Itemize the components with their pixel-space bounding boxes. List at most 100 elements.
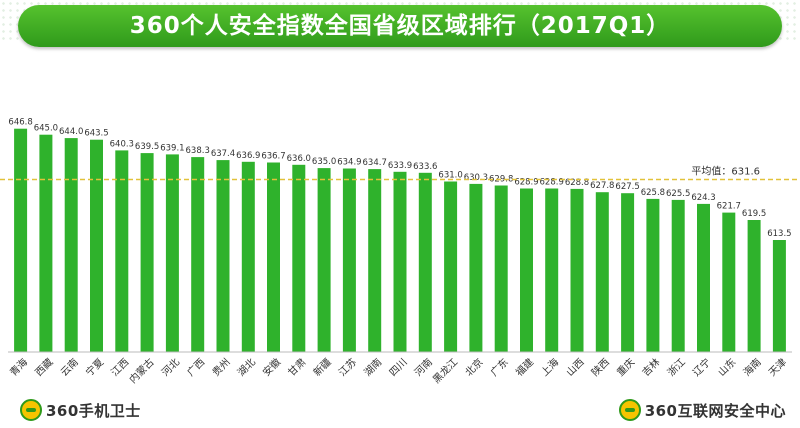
value-label-3: 644.0 [59, 127, 83, 137]
bar-10 [241, 161, 255, 352]
category-label-22: 上海 [538, 355, 561, 378]
footer-brand-security-center: 360互联网安全中心 [618, 396, 786, 424]
bar-24 [595, 192, 609, 352]
category-label-18: 黑龙江 [430, 355, 460, 385]
category-label-26: 吉林 [639, 355, 662, 378]
category-label-11: 安徽 [260, 355, 283, 378]
value-label-30: 619.5 [742, 209, 766, 219]
value-label-15: 634.7 [363, 158, 387, 168]
value-label-21: 628.9 [514, 178, 538, 188]
category-label-31: 天津 [766, 356, 789, 379]
bar-8 [191, 157, 205, 352]
category-label-24: 陕西 [589, 355, 612, 378]
value-label-13: 635.0 [312, 157, 336, 167]
bar-6 [140, 153, 154, 352]
value-label-18: 631.0 [438, 171, 462, 181]
security-center-logo-icon [618, 399, 641, 421]
bar-4 [90, 139, 103, 352]
category-label-9: 贵州 [209, 355, 232, 378]
value-label-22: 628.9 [540, 178, 564, 188]
value-label-8: 638.3 [186, 146, 210, 156]
category-label-6: 内蒙古 [126, 355, 156, 385]
category-label-10: 湖北 [235, 356, 258, 379]
value-label-28: 624.3 [691, 193, 715, 203]
category-label-17: 河南 [412, 355, 435, 378]
bar-7 [165, 154, 179, 352]
value-label-12: 636.0 [287, 154, 311, 164]
average-line-label: 平均值：631.6 [691, 165, 760, 178]
value-label-6: 639.5 [135, 142, 159, 152]
security-center-brand-text: 360互联网安全中心 [644, 401, 786, 420]
value-label-9: 637.4 [211, 149, 235, 159]
bar-27 [671, 199, 685, 352]
category-label-1: 青海 [7, 355, 30, 378]
bar-28 [697, 203, 710, 352]
category-label-8: 广西 [185, 356, 208, 379]
category-label-19: 北京 [462, 355, 485, 378]
bar-12 [292, 164, 306, 352]
value-label-25: 627.5 [615, 182, 639, 192]
bar-13 [317, 168, 331, 352]
value-label-26: 625.8 [641, 188, 665, 198]
value-label-11: 636.7 [261, 152, 285, 162]
value-label-2: 645.0 [34, 124, 58, 134]
category-label-7: 河北 [159, 356, 182, 379]
bar-15 [368, 169, 382, 352]
bar-31 [772, 240, 786, 352]
bar-14 [342, 168, 356, 352]
chart-title-banner: 360个人安全指数全国省级区域排行（2017Q1） [18, 5, 782, 47]
bar-11 [267, 162, 280, 352]
value-label-7: 639.1 [160, 143, 184, 153]
mobile-guard-logo-icon [20, 399, 42, 421]
value-label-10: 636.9 [236, 151, 260, 161]
bar-9 [216, 160, 230, 352]
bars-layer [14, 128, 786, 352]
value-label-20: 629.8 [489, 175, 513, 185]
value-label-1: 646.8 [8, 118, 32, 128]
bar-3 [64, 138, 78, 352]
bar-17 [418, 172, 432, 352]
category-label-28: 辽宁 [690, 355, 713, 378]
category-label-3: 云南 [58, 355, 81, 378]
value-label-24: 627.8 [590, 181, 614, 191]
bar-29 [722, 212, 736, 352]
category-label-5: 江西 [109, 356, 132, 379]
category-label-29: 山东 [715, 355, 738, 378]
category-label-13: 新疆 [310, 355, 333, 378]
bar-5 [115, 150, 129, 352]
bar-25 [621, 193, 635, 352]
value-label-17: 633.6 [413, 162, 437, 172]
mobile-guard-brand-text: 360手机卫士 [46, 401, 141, 420]
bar-30 [747, 220, 761, 352]
value-label-19: 630.3 [464, 173, 488, 183]
value-label-5: 640.3 [110, 139, 134, 149]
footer-brand-mobile-guard: 360手机卫士 [20, 396, 141, 424]
bar-19 [469, 183, 483, 352]
bar-16 [393, 171, 407, 352]
category-label-16: 四川 [388, 357, 410, 379]
category-label-30: 海南 [740, 355, 763, 378]
value-label-16: 633.9 [388, 161, 412, 171]
value-label-31: 613.5 [767, 229, 791, 239]
bar-21 [520, 188, 533, 352]
category-label-27: 浙江 [665, 356, 688, 379]
category-label-12: 甘肃 [285, 355, 308, 378]
bar-1 [14, 128, 28, 352]
bar-26 [646, 198, 660, 352]
category-label-2: 西藏 [33, 356, 56, 379]
category-label-23: 山西 [564, 356, 587, 379]
value-label-14: 634.9 [337, 158, 361, 168]
category-label-21: 福建 [513, 355, 536, 378]
bar-18 [444, 181, 458, 352]
bar-22 [545, 188, 559, 352]
value-label-27: 625.5 [666, 189, 690, 199]
bar-2 [39, 134, 53, 352]
bar-20 [494, 185, 508, 352]
value-label-29: 621.7 [717, 202, 741, 212]
bar-23 [570, 188, 584, 352]
value-label-23: 628.8 [565, 178, 589, 188]
category-label-25: 重庆 [614, 355, 637, 378]
